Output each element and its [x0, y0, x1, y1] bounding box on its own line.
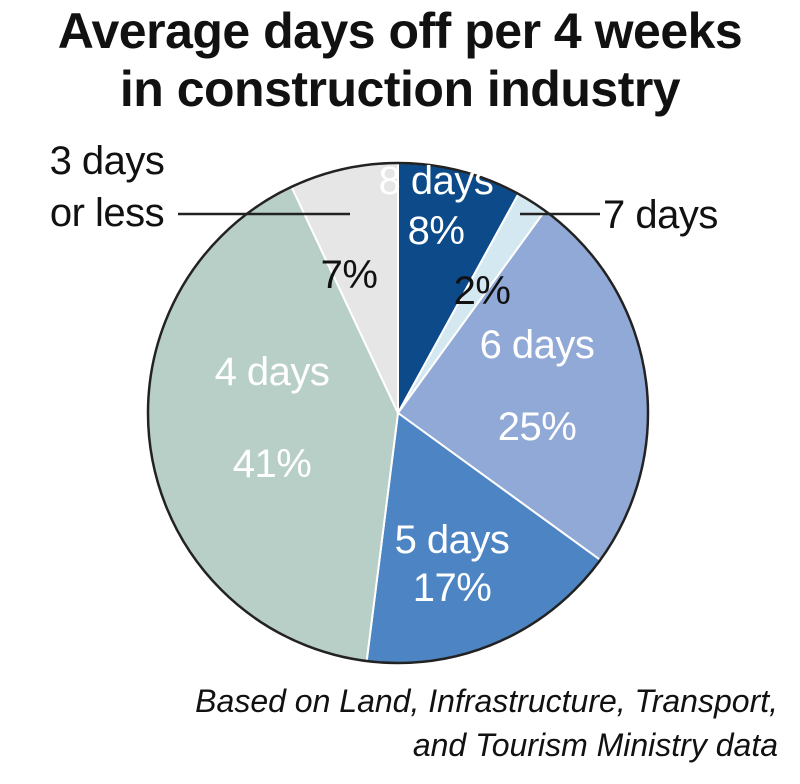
value-label-6-days: 25% [498, 405, 577, 449]
pie-slices [146, 161, 650, 665]
value-label-7-days: 2% [454, 269, 511, 313]
source-note-line-1: Based on Land, Infrastructure, Transport… [195, 683, 778, 719]
category-label-3-days-or-less-line-2: or less [50, 191, 164, 235]
category-label-6-days: 6 days [480, 323, 595, 367]
category-label-7-days: 7 days [603, 193, 718, 237]
category-label-3-days-or-less-line-1: 3 days [50, 139, 165, 183]
category-label-5-days: 5 days [395, 518, 510, 562]
category-label-8-days: 8 days [379, 159, 494, 203]
source-note-line-2: and Tourism Ministry data [412, 727, 778, 763]
chart-title-line-1: Average days off per 4 weeks [57, 3, 743, 59]
category-label-4-days: 4 days [215, 350, 330, 394]
chart-title-line-2: in construction industry [119, 61, 681, 117]
value-label-4-days: 41% [233, 442, 312, 486]
pie-outline [146, 161, 650, 665]
value-label-8-days: 8% [408, 209, 465, 253]
value-label-5-days: 17% [413, 566, 492, 610]
value-label-3-days-or-less: 7% [321, 253, 378, 297]
